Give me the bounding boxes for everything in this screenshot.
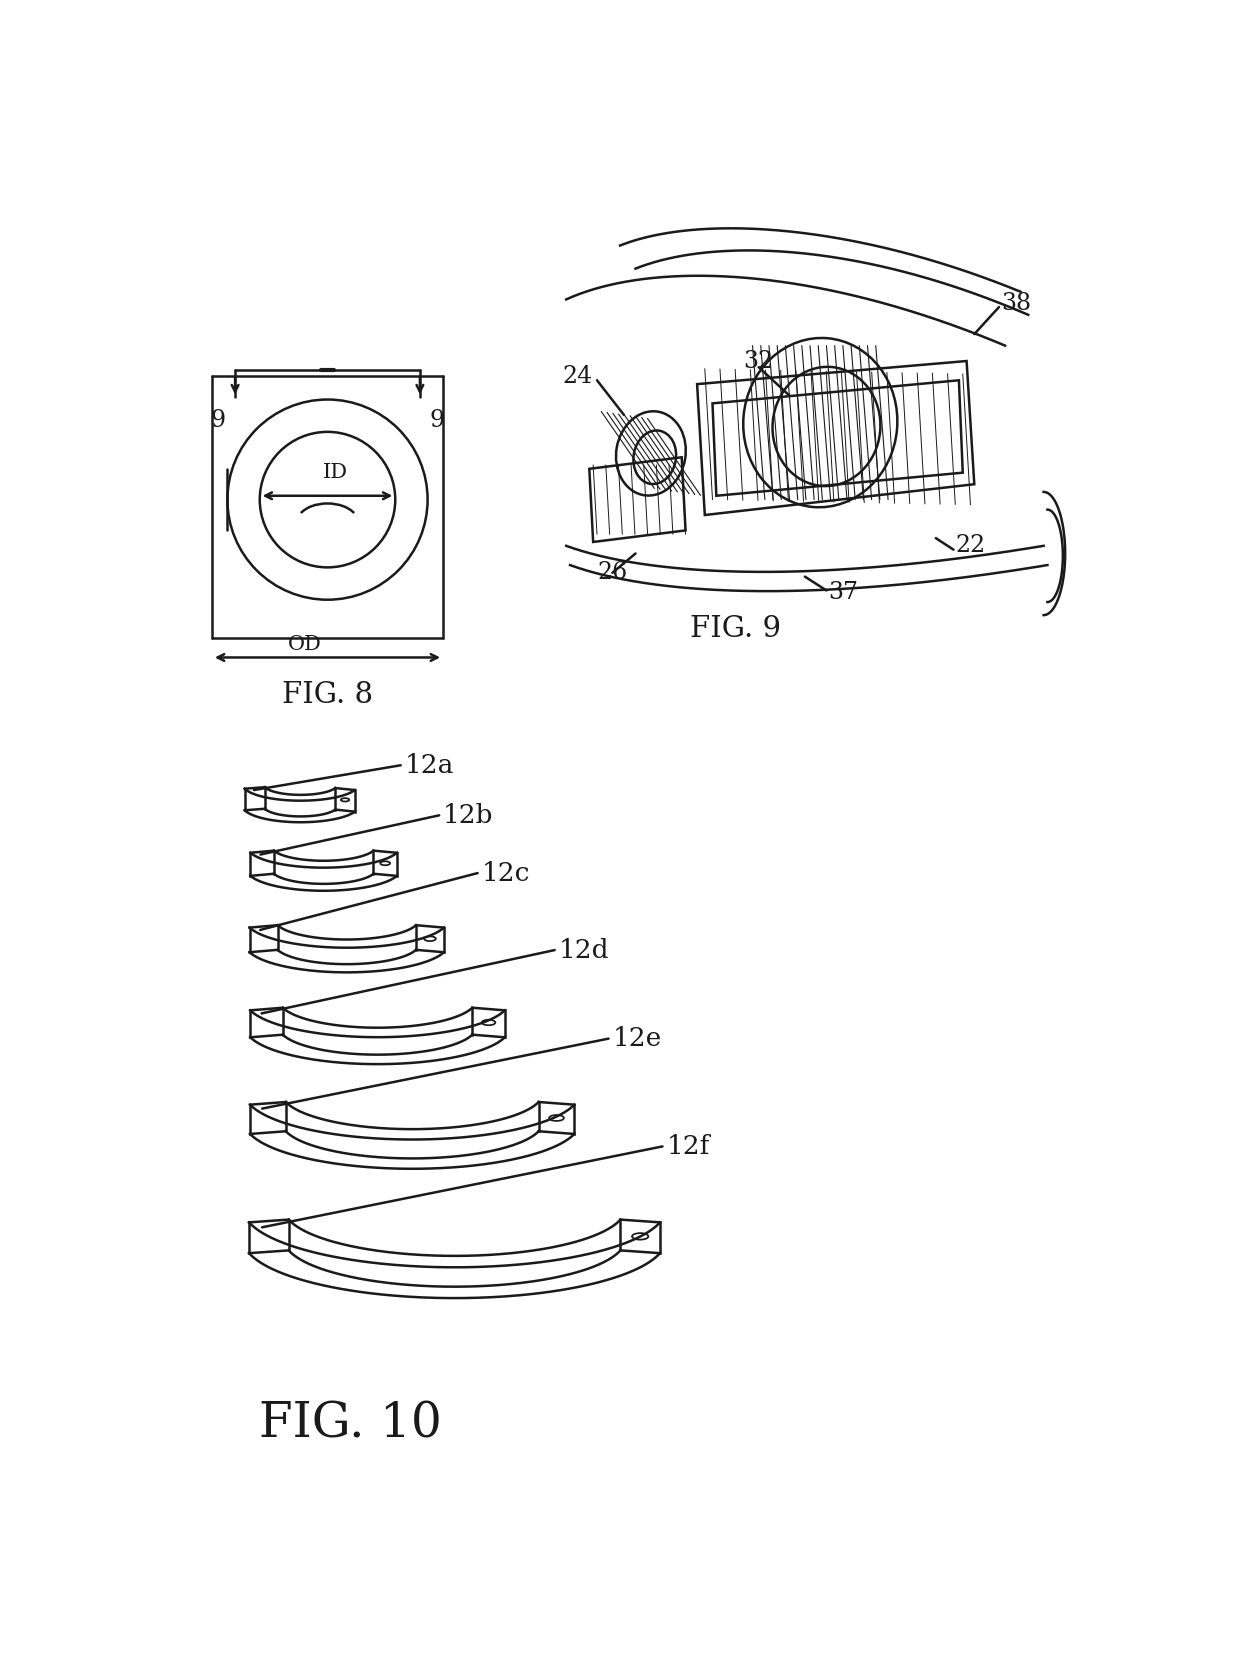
Text: 9: 9 bbox=[211, 409, 226, 432]
Text: 22: 22 bbox=[955, 535, 986, 558]
Text: ID: ID bbox=[322, 463, 347, 482]
Text: FIG. 8: FIG. 8 bbox=[281, 681, 373, 709]
Text: 38: 38 bbox=[1001, 292, 1032, 316]
Text: 12e: 12e bbox=[613, 1026, 662, 1051]
Text: 12d: 12d bbox=[558, 937, 609, 963]
Text: 12f: 12f bbox=[666, 1134, 709, 1159]
Text: 24: 24 bbox=[563, 365, 593, 389]
Text: 37: 37 bbox=[828, 581, 858, 603]
Text: 12a: 12a bbox=[404, 752, 454, 777]
Text: FIG. 9: FIG. 9 bbox=[689, 615, 781, 643]
Text: FIG. 10: FIG. 10 bbox=[259, 1400, 441, 1447]
Text: 12c: 12c bbox=[481, 860, 529, 885]
Text: OD: OD bbox=[288, 635, 321, 654]
Text: 12b: 12b bbox=[443, 802, 494, 827]
Text: 9: 9 bbox=[429, 409, 444, 432]
Text: 32: 32 bbox=[743, 349, 774, 372]
Text: 26: 26 bbox=[596, 561, 627, 585]
